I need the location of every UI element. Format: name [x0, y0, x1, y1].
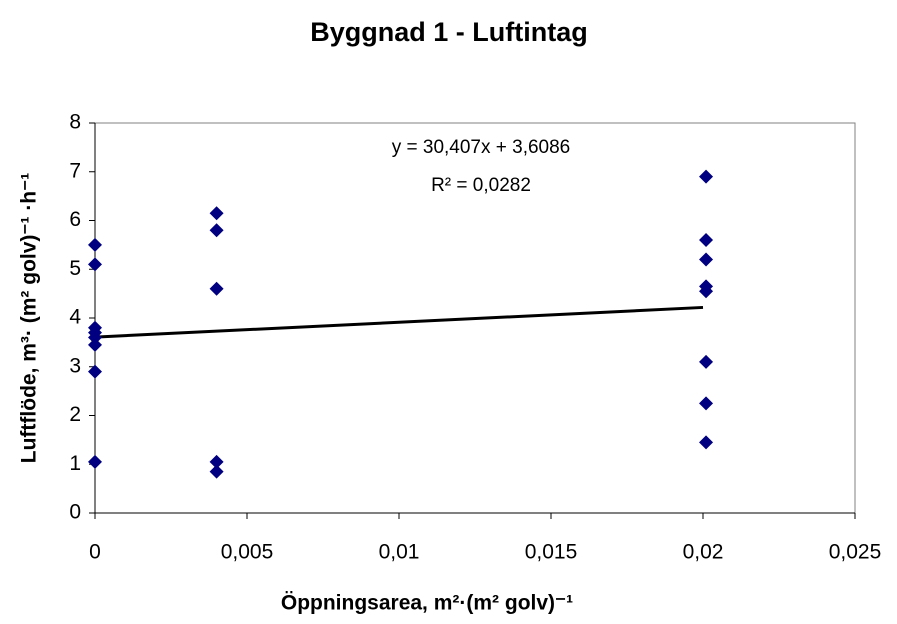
x-tick-label: 0,015: [525, 541, 578, 564]
data-point: [699, 252, 714, 267]
trendline-r-squared: R² = 0,0282: [431, 175, 531, 196]
data-point: [699, 169, 714, 184]
data-point: [209, 206, 224, 221]
x-tick-label: 0,025: [829, 541, 882, 564]
data-point: [209, 281, 224, 296]
data-point: [699, 396, 714, 411]
y-axis-label: Luftflöde, m³· (m² golv)⁻¹ ·h⁻¹: [18, 173, 41, 463]
trendline: [94, 305, 704, 339]
y-tick-label: 0: [69, 501, 81, 524]
y-tick-label: 2: [69, 403, 81, 426]
data-point: [88, 364, 102, 379]
y-tick-label: 4: [69, 306, 81, 329]
data-point: [209, 454, 224, 469]
data-point: [88, 237, 102, 252]
data-point: [699, 233, 714, 247]
data-point: [209, 223, 224, 238]
y-tick-label: 3: [69, 354, 81, 377]
data-point: [88, 257, 102, 272]
x-tick-label: 0,01: [379, 541, 420, 564]
data-point: [88, 454, 102, 469]
x-axis-label: Öppningsarea, m²·(m² golv)⁻¹: [281, 592, 573, 615]
data-point: [699, 284, 714, 299]
x-tick-label: 0,02: [683, 541, 724, 564]
data-point: [88, 330, 102, 345]
data-point: [88, 337, 102, 352]
x-tick-label: 0: [89, 541, 101, 564]
chart-title: Byggnad 1 - Luftintag: [310, 17, 587, 47]
x-tick-label: 0,005: [221, 541, 274, 564]
trendline-equation: y = 30,407x + 3,6086: [392, 137, 571, 158]
y-tick-label: 7: [69, 159, 81, 182]
data-point: [699, 354, 714, 369]
y-tick-label: 1: [69, 452, 81, 475]
data-point: [209, 464, 224, 479]
y-tick-label: 8: [69, 111, 81, 134]
data-point: [699, 435, 714, 450]
y-tick-label: 6: [69, 208, 81, 231]
y-tick-label: 5: [69, 257, 81, 280]
